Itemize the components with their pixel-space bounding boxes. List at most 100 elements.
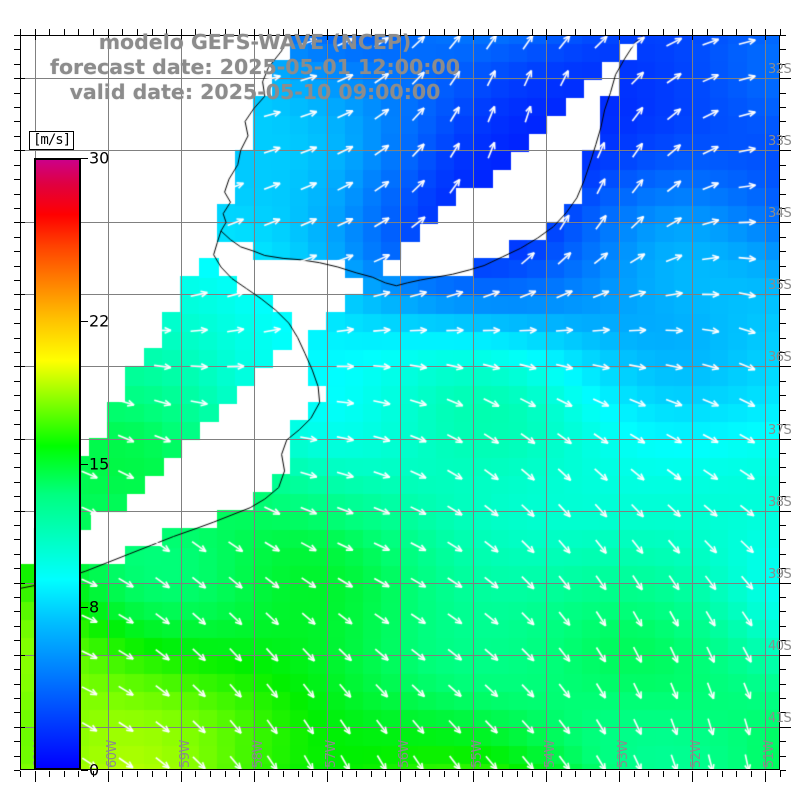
tick-lat-right: [780, 366, 791, 367]
tick-lon-bottom: [166, 771, 167, 777]
tick-lon-bottom: [78, 771, 79, 777]
longitude-label: 58W: [250, 740, 266, 768]
tick-lon-bottom: [488, 771, 489, 777]
tick-lon-bottom: [619, 771, 620, 782]
longitude-label: 56W: [397, 740, 412, 768]
tick-lon-bottom: [181, 771, 182, 782]
tick-lat-right: [780, 165, 786, 166]
tick-lon-bottom: [254, 771, 255, 782]
tick-lat-right: [780, 482, 786, 483]
map-plot-area[interactable]: [20, 35, 780, 770]
tick-lat-right: [780, 597, 786, 598]
latitude-label: 39S: [768, 566, 792, 582]
tick-lat-left: [14, 770, 20, 771]
latitude-label: 37S: [768, 422, 792, 438]
tick-lon-bottom: [64, 771, 65, 777]
tick-lat-right: [780, 554, 786, 555]
tick-lon-bottom: [765, 771, 766, 782]
tick-lon-bottom: [108, 771, 109, 782]
tick-lon-bottom: [152, 771, 153, 777]
tick-lon-bottom: [312, 771, 313, 777]
tick-lon-bottom: [342, 771, 343, 777]
tick-lat-right: [780, 49, 786, 50]
latitude-label: 34S: [768, 206, 792, 222]
tick-lat-right: [780, 655, 791, 656]
tick-lat-right: [780, 121, 786, 122]
tick-lon-bottom: [780, 771, 781, 777]
tick-lat-right: [780, 194, 786, 195]
longitude-label: 55W: [470, 740, 486, 768]
tick-lon-bottom: [210, 771, 211, 777]
tick-lon-bottom: [751, 771, 752, 777]
tick-lon-bottom: [634, 771, 635, 777]
tick-lat-right: [780, 309, 786, 310]
tick-lat-right: [780, 179, 786, 180]
tick-lat-right: [780, 338, 786, 339]
tick-lat-right: [780, 395, 786, 396]
tick-lon-bottom: [532, 771, 533, 777]
tick-lon-bottom: [371, 771, 372, 777]
tick-lat-right: [780, 741, 786, 742]
tick-lat-right: [780, 727, 791, 728]
tick-lon-bottom: [722, 771, 723, 777]
tick-lon-bottom: [517, 771, 518, 777]
tick-lon-bottom: [35, 771, 36, 782]
tick-lat-right: [780, 323, 786, 324]
colorbar-tick: [81, 464, 88, 465]
tick-lon-bottom: [575, 771, 576, 777]
colorbar-tick-label: 22: [89, 311, 110, 331]
tick-lat-right: [780, 756, 786, 757]
tick-lon-bottom: [678, 771, 679, 777]
tick-lat-right: [780, 698, 786, 699]
longitude-label: 57W: [323, 740, 339, 768]
latitude-label: 36S: [768, 350, 792, 366]
tick-lat-right: [780, 626, 786, 627]
tick-lon-bottom: [429, 771, 430, 777]
tick-lon-bottom: [298, 771, 299, 777]
longitude-label: 51W: [762, 740, 778, 768]
tick-lat-right: [780, 511, 791, 512]
tick-lon-bottom: [736, 771, 737, 777]
tick-lat-right: [780, 611, 786, 612]
tick-lon-bottom: [444, 771, 445, 777]
latitude-label: 35S: [768, 278, 792, 294]
tick-lon-bottom: [239, 771, 240, 777]
latitude-label: 32S: [768, 62, 792, 78]
tick-lon-bottom: [20, 771, 21, 777]
colorbar-tick-label: 0: [89, 760, 100, 780]
tick-lon-bottom: [458, 771, 459, 777]
colorbar-tick-label: 30: [89, 148, 110, 168]
tick-lat-right: [780, 439, 791, 440]
tick-lon-bottom: [415, 771, 416, 777]
tick-lat-right: [780, 222, 791, 223]
tick-lat-right: [780, 770, 786, 771]
tick-lon-bottom: [590, 771, 591, 777]
tick-lat-right: [780, 78, 791, 79]
tick-lat-right: [780, 237, 786, 238]
tick-lon-bottom: [648, 771, 649, 777]
tick-lat-right: [780, 251, 786, 252]
colorbar-units-label: [m/s]: [29, 131, 75, 150]
tick-lon-bottom: [122, 771, 123, 777]
longitude-label: 54W: [543, 740, 559, 768]
tick-lon-bottom: [283, 771, 284, 777]
colorbar[interactable]: 30 22 15 8 0: [34, 149, 109, 780]
tick-lat-right: [780, 525, 786, 526]
tick-lon-bottom: [692, 771, 693, 782]
colorbar-tick-label: 8: [89, 597, 100, 617]
tick-lon-bottom: [561, 771, 562, 777]
tick-lat-right: [780, 107, 786, 108]
tick-lon-bottom: [327, 771, 328, 782]
colorbar-tick-label: 15: [89, 454, 110, 474]
longitude-label: 52W: [689, 740, 705, 768]
tick-lat-right: [780, 150, 791, 151]
tick-lat-right: [780, 467, 786, 468]
longitude-label: 53W: [616, 740, 632, 768]
tick-lat-right: [780, 294, 791, 295]
tick-lon-bottom: [268, 771, 269, 777]
tick-lon-bottom: [605, 771, 606, 777]
tick-lon-bottom: [707, 771, 708, 777]
tick-lon-bottom: [225, 771, 226, 777]
colorbar-tick: [81, 770, 88, 771]
